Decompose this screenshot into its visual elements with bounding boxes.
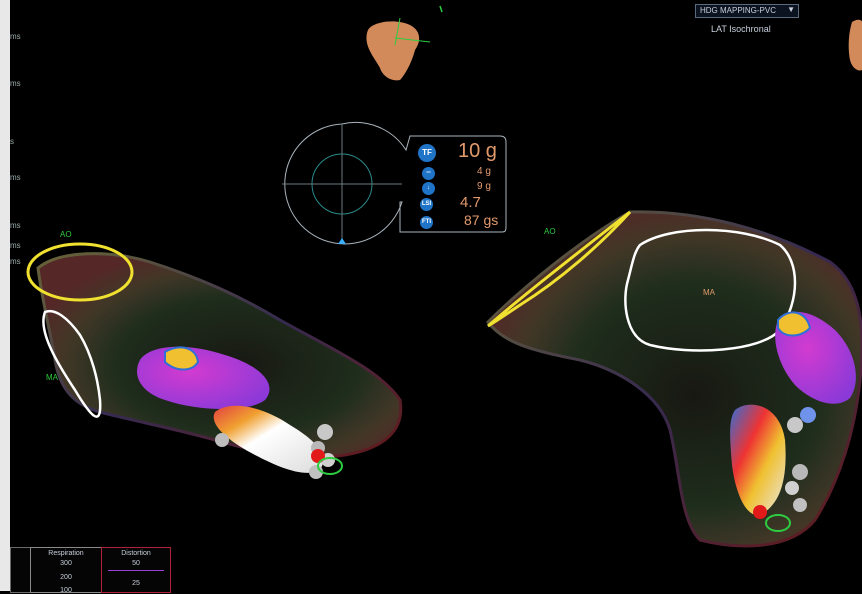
left-scar-border-zone <box>164 346 200 371</box>
right-catheter-electrodes <box>753 407 816 532</box>
ms-label: ms <box>10 32 21 41</box>
left-catheter-map <box>213 405 324 473</box>
ms-label: ms <box>10 221 21 230</box>
signal-box-small <box>10 547 32 593</box>
distortion-line <box>108 570 164 571</box>
axial-force-value: 9 g <box>477 181 491 192</box>
signal-panel: Respiration 300 200 100 Distortion 50 25 <box>0 547 171 594</box>
map-selector[interactable]: HDG MAPPING-PVC ▼ <box>695 4 799 18</box>
ms-label: s <box>10 137 14 146</box>
distortion-box: Distortion 50 25 <box>101 547 171 593</box>
left-catheter-electrodes <box>215 424 343 479</box>
map-dropdown-value: HDG MAPPING-PVC <box>700 6 777 15</box>
torso-orientation-icon-right[interactable] <box>848 19 862 71</box>
lsi-icon: LSI <box>420 198 433 211</box>
respiration-value: 300 <box>60 560 72 567</box>
right-ao-ring <box>487 210 632 328</box>
left-ma-ring <box>42 309 102 418</box>
tf-icon: TF <box>418 144 436 162</box>
left-ma-label: MA <box>46 373 58 382</box>
right-ma-ring <box>624 228 797 352</box>
fti-icon: FTI <box>420 216 433 229</box>
lsi-value: 4.7 <box>460 194 481 211</box>
respiration-value: 200 <box>60 574 72 581</box>
fti-value: 87 gs <box>464 212 499 228</box>
total-force-value: 10 g <box>458 140 497 162</box>
ms-label: ms <box>10 79 21 88</box>
distortion-title: Distortion <box>121 550 151 557</box>
left-heart-view[interactable] <box>26 242 403 479</box>
left-ao-label: AO <box>60 230 72 239</box>
respiration-box: Respiration 300 200 100 <box>30 547 102 594</box>
axial-force-icon: ↓ <box>422 182 435 195</box>
map-type-label: LAT Isochronal <box>711 24 771 34</box>
right-scar-border-zone <box>777 311 812 337</box>
force-vector-dial <box>282 121 507 245</box>
ms-label: ms <box>10 173 21 182</box>
respiration-title: Respiration <box>48 550 84 557</box>
right-ma-label: MA <box>703 288 715 297</box>
left-scroll-bar[interactable] <box>0 0 10 591</box>
ms-label: ms <box>10 257 21 266</box>
lateral-force-value: 4 g <box>477 166 491 177</box>
right-catheter-map <box>730 404 786 516</box>
map-dropdown[interactable]: HDG MAPPING-PVC ▼ <box>695 4 799 18</box>
contact-force-panel: TF 10 g ═ 4 g ↓ 9 g LSI 4.7 FTI 87 gs <box>282 120 508 250</box>
right-heart-view[interactable] <box>486 210 862 548</box>
lateral-force-icon: ═ <box>422 167 435 180</box>
chevron-down-icon: ▼ <box>787 5 795 14</box>
distortion-value: 50 <box>132 560 140 567</box>
left-ao-ring <box>26 242 134 302</box>
ms-label: ms <box>10 241 21 250</box>
distortion-value: 25 <box>132 580 140 587</box>
right-ao-label: AO <box>544 227 556 236</box>
torso-orientation-icon[interactable] <box>366 5 443 81</box>
